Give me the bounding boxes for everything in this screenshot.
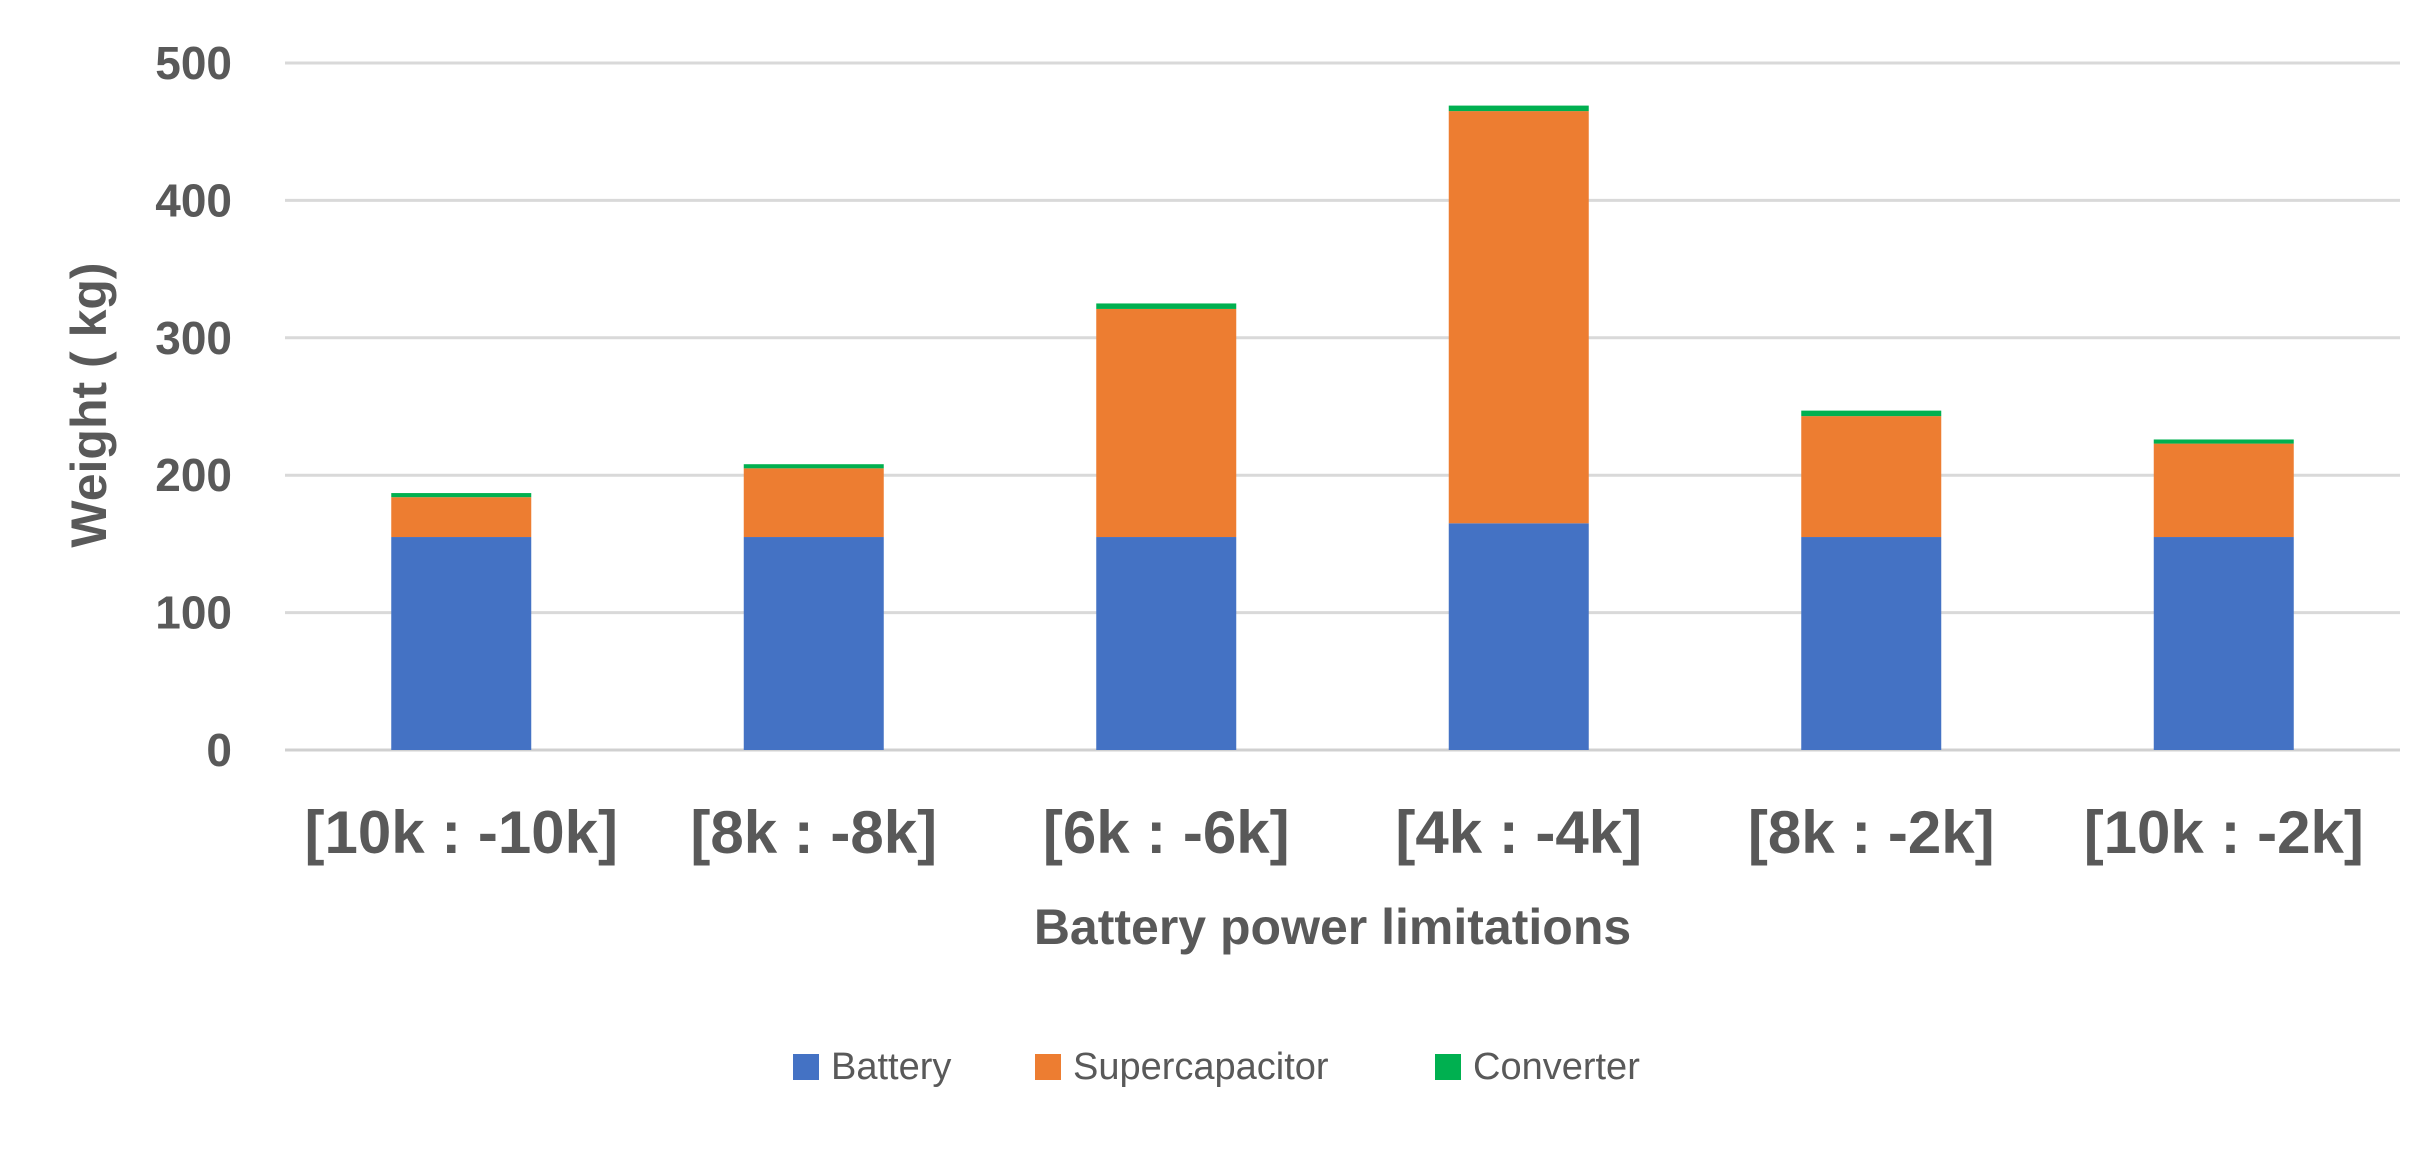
legend: Battery Supercapacitor Converter [793,1046,1640,1088]
bar-supercapacitor [1801,416,1942,538]
bar-supercapacitor [1448,111,1589,524]
x-category-label: [8k : -8k] [690,799,937,866]
legend-label-supercapacitor: Supercapacitor [1073,1046,1329,1088]
y-tick-label: 300 [155,312,232,364]
bar-converter [1096,303,1237,309]
y-tick-label: 100 [155,587,232,639]
bar-converter [391,493,532,498]
legend-swatch-converter [1435,1054,1461,1080]
y-axis-tick-labels: 0 100 200 300 400 500 [155,37,232,776]
y-tick-label: 0 [206,724,232,776]
y-tick-label: 400 [155,174,232,226]
x-axis-title: Battery power limitations [1034,899,1631,955]
bars [391,105,2294,750]
bar-battery [743,537,884,750]
legend-swatch-supercapacitor [1035,1054,1061,1080]
bar-converter [2153,439,2294,444]
bar-battery [2153,537,2294,750]
bar-converter [1801,410,1942,417]
bar-battery [1801,537,1942,750]
bar-battery [1096,537,1237,750]
bar-supercapacitor [1096,308,1237,538]
legend-swatch-battery [793,1054,819,1080]
gridlines [285,61,2400,752]
y-axis-title: Weight ( kg) [61,262,117,547]
x-axis-category-labels: [10k : -10k] [8k : -8k] [6k : -6k] [4k : -4… [305,799,2364,866]
x-category-label: [10k : -2k] [2084,799,2364,866]
legend-label-battery: Battery [831,1046,951,1088]
x-category-label: [6k : -6k] [1043,799,1290,866]
bar-supercapacitor [2153,443,2294,538]
x-category-label: [10k : -10k] [305,799,618,866]
y-tick-label: 200 [155,449,232,501]
legend-label-converter: Converter [1473,1046,1640,1088]
x-category-label: [4k : -4k] [1395,799,1642,866]
y-tick-label: 500 [155,37,232,89]
bar-converter [743,464,884,469]
bar-supercapacitor [743,468,884,538]
x-category-label: [8k : -2k] [1748,799,1995,866]
bar-battery [1448,523,1589,750]
bar-battery [391,537,532,750]
bar-converter [1448,105,1589,112]
bar-supercapacitor [391,497,532,538]
